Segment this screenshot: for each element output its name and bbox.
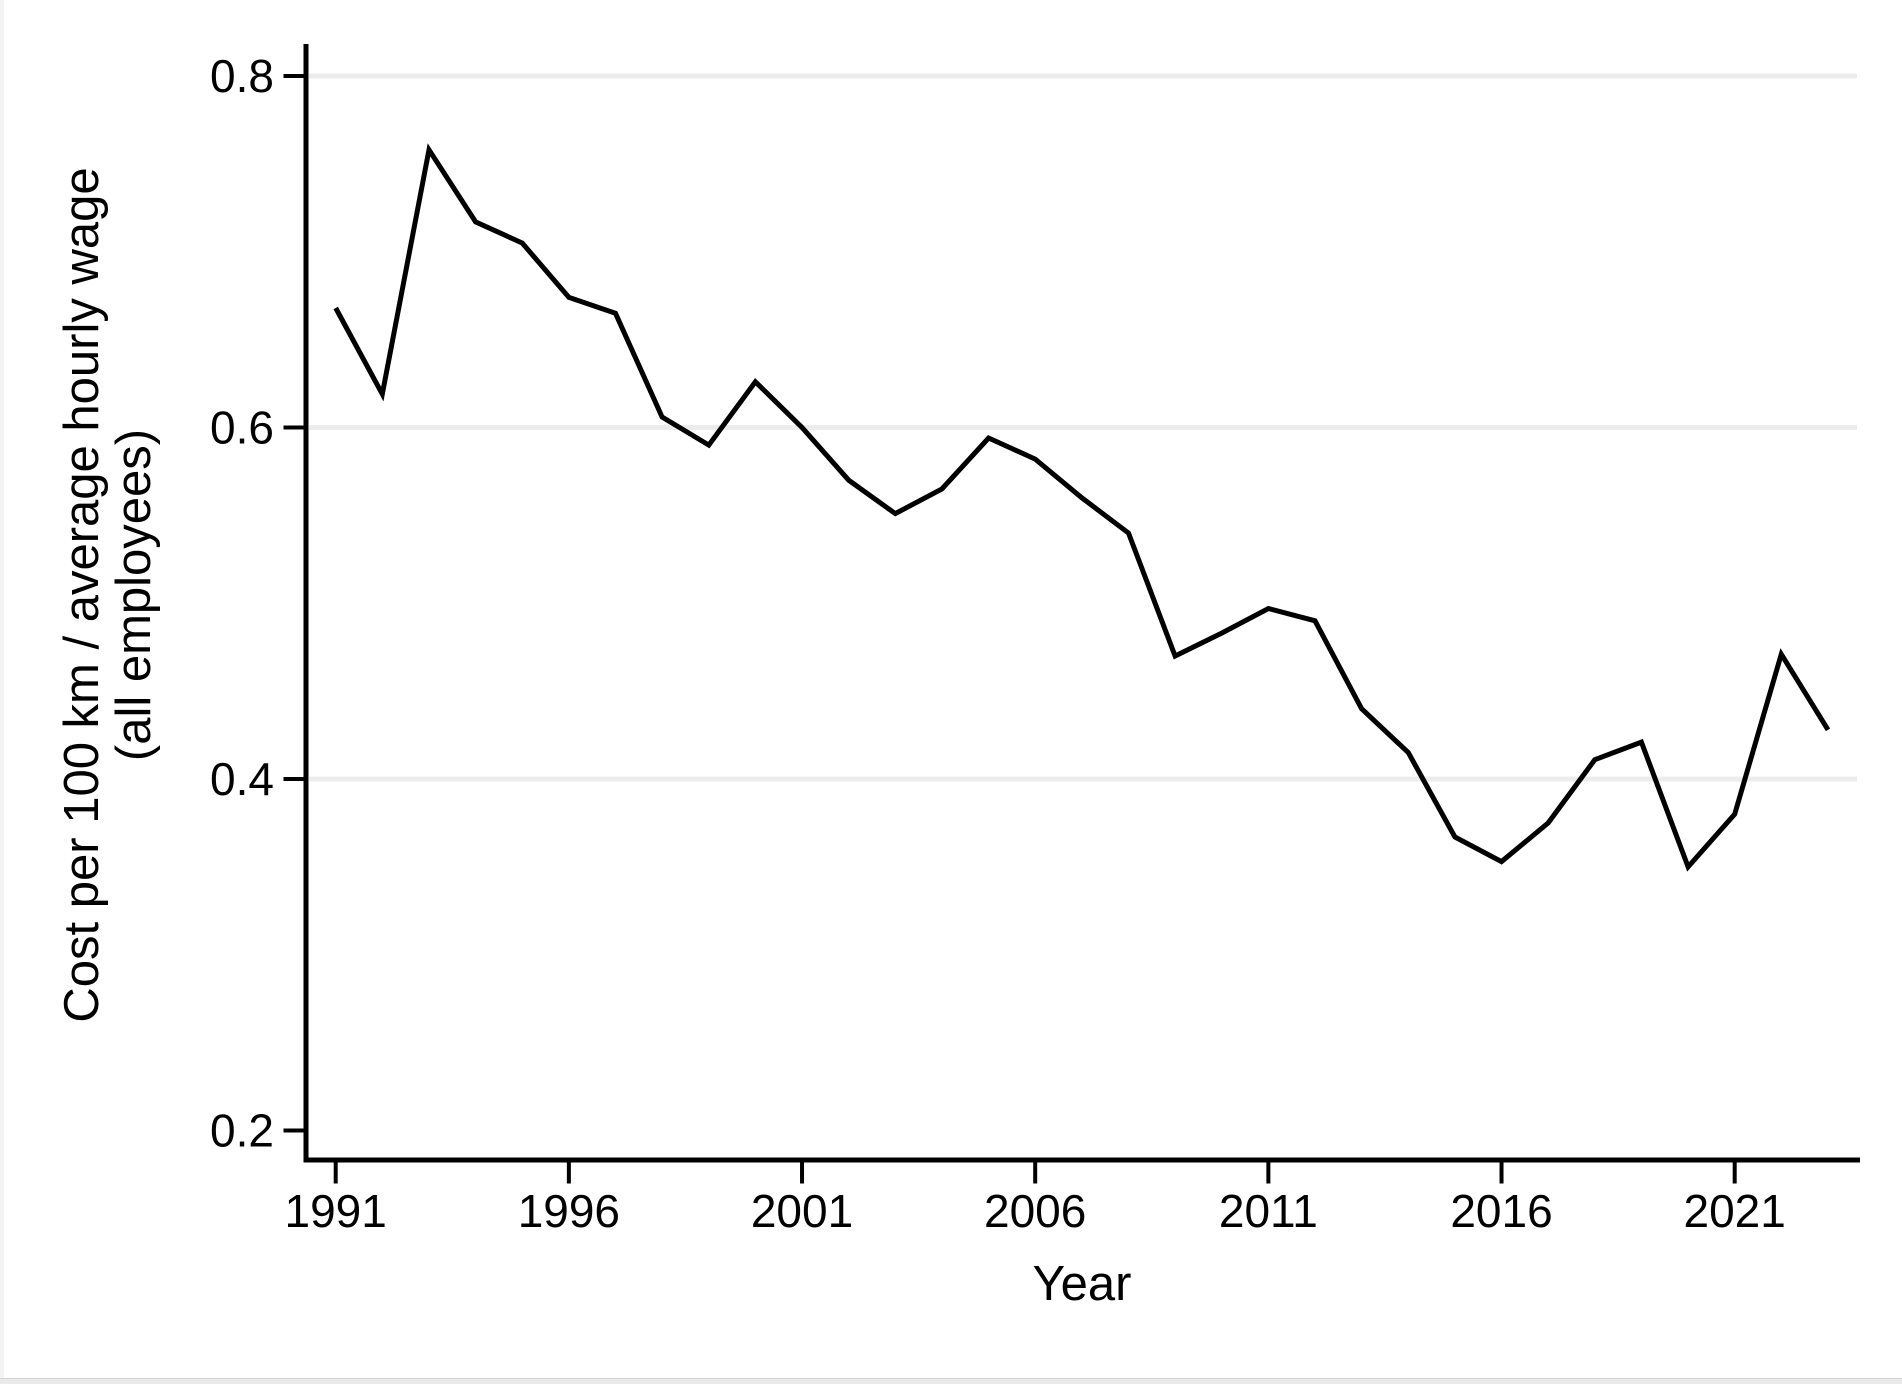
x-tick-label: 1996 (518, 1185, 620, 1237)
x-axis-title: Year (1032, 1257, 1131, 1311)
x-tick-label: 2021 (1684, 1185, 1786, 1237)
x-tick-label: 1991 (285, 1185, 387, 1237)
taskbar-edge-strip (0, 1378, 1902, 1384)
x-tick-label: 2006 (984, 1185, 1086, 1237)
axis-layer (283, 44, 1860, 1184)
y-tick-label: 0.4 (210, 753, 274, 805)
x-tick-label: 2016 (1450, 1185, 1552, 1237)
window-left-edge-strip (0, 0, 4, 1378)
data-series-line (333, 143, 1831, 872)
x-tick-label: 2011 (1219, 1185, 1318, 1237)
y-tick-label: 0.8 (210, 50, 274, 102)
y-axis-title-line2: (all employees) (107, 429, 161, 761)
y-axis-title-line1: Cost per 100 km / average hourly wage (55, 167, 109, 1022)
gridline-layer (309, 73, 1857, 782)
series-layer (333, 143, 1831, 872)
tick-label-layer: 0.2 0.4 0.6 0.8 1991 1996 2001 2006 2011 2016 2021 (210, 50, 1786, 1237)
x-tick-label: 2001 (751, 1185, 853, 1237)
y-tick-label: 0.2 (210, 1105, 274, 1157)
y-tick-label: 0.6 (210, 402, 274, 454)
